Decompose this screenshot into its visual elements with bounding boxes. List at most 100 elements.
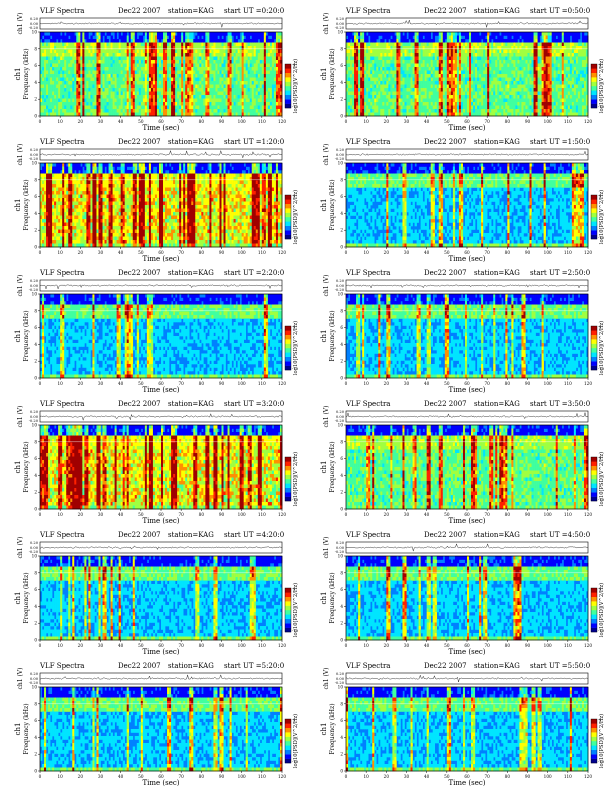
waveform-ylabel: ch1 (V) <box>17 275 24 297</box>
x-tick-label: 20 <box>78 774 84 779</box>
panel-station: station=KAG <box>474 531 520 539</box>
waveform-ylabel: ch1 (V) <box>17 668 24 690</box>
x-tick-label: 70 <box>484 381 490 386</box>
x-tick-label: 40 <box>424 119 430 124</box>
panel-start-ut: start UT =0:50:0 <box>530 7 590 15</box>
panel-title: VLF Spectra <box>39 662 84 670</box>
y-tick-label: 0 <box>340 507 343 512</box>
y-tick-label: 0 <box>34 638 37 643</box>
waveform-tick-label: 0.00 <box>336 22 345 26</box>
y-tick-label: 8 <box>340 439 343 444</box>
x-tick-label: 120 <box>278 381 286 386</box>
x-tick-label: 60 <box>464 774 470 779</box>
y-tick-label: 10 <box>338 30 344 35</box>
panel-start-ut: start UT =0:20:0 <box>224 7 284 15</box>
waveform-tick-label: 0.00 <box>336 284 345 288</box>
colorbar <box>590 325 598 371</box>
x-tick-label: 110 <box>258 774 266 779</box>
y-tick-label: 0 <box>34 376 37 381</box>
y-tick-label: 6 <box>34 587 37 592</box>
waveform-frame <box>39 541 283 554</box>
waveform-tick-label: 0.20 <box>30 410 39 414</box>
y-tick-label: 10 <box>32 554 38 559</box>
y-tick-label: 6 <box>34 194 37 199</box>
panel-date: Dec22 2007 <box>118 662 161 670</box>
x-tick-label: 0 <box>345 119 348 124</box>
colorbar <box>284 63 292 109</box>
colorbar-tick-label: -1 <box>292 194 296 198</box>
x-tick-label: 30 <box>404 250 410 255</box>
x-tick-label: 120 <box>584 250 592 255</box>
x-tick-label: 120 <box>584 643 592 648</box>
panel-date: Dec22 2007 <box>424 400 467 408</box>
x-tick-label: 0 <box>39 119 42 124</box>
colorbar <box>590 63 598 109</box>
panel-station: station=KAG <box>168 269 214 277</box>
waveform-tick-label: 0.00 <box>30 284 39 288</box>
x-tick-label: 110 <box>258 643 266 648</box>
x-tick-label: 100 <box>544 381 552 386</box>
panel-title: VLF Spectra <box>39 269 84 277</box>
y-tick-label: 4 <box>340 80 343 85</box>
waveform-tick-label: 0.00 <box>30 22 39 26</box>
colorbar-tick-label: -7 <box>292 760 296 764</box>
waveform-ylabel: ch1 (V) <box>17 537 24 559</box>
spectrogram-image <box>40 294 283 379</box>
x-tick-label: 80 <box>505 119 511 124</box>
y-tick-label: 4 <box>34 211 37 216</box>
colorbar <box>590 587 598 633</box>
x-tick-label: 70 <box>484 250 490 255</box>
y-axis-label: Frequency (kHz) <box>329 441 336 492</box>
x-axis-label: Time (sec) <box>142 386 179 394</box>
waveform-tick-label: -0.20 <box>335 419 345 423</box>
y-tick-label: 8 <box>340 570 343 575</box>
x-tick-label: 90 <box>525 381 531 386</box>
x-tick-label: 60 <box>158 774 164 779</box>
colorbar <box>284 194 292 240</box>
colorbar-tick-label: -1 <box>598 325 602 329</box>
y-axis-label: Frequency (kHz) <box>329 48 336 99</box>
colorbar-tick-label: -1 <box>598 718 602 722</box>
colorbar-tick-label: -1 <box>598 456 602 460</box>
panel-start-ut: start UT =1:20:0 <box>224 138 284 146</box>
panel-date: Dec22 2007 <box>118 269 161 277</box>
x-tick-label: 10 <box>57 250 63 255</box>
y-tick-label: 2 <box>340 97 343 102</box>
x-tick-label: 30 <box>98 643 104 648</box>
y-tick-label: 4 <box>340 211 343 216</box>
y-tick-label: 0 <box>34 507 37 512</box>
colorbar-tick-label: -1 <box>292 587 296 591</box>
waveform-tick-label: 0.20 <box>336 148 345 152</box>
panel-start-ut: start UT =2:20:0 <box>224 269 284 277</box>
x-tick-label: 90 <box>219 643 225 648</box>
x-tick-label: 60 <box>464 119 470 124</box>
x-tick-label: 90 <box>525 774 531 779</box>
x-tick-label: 80 <box>199 250 205 255</box>
colorbar-tick-label: -7 <box>292 236 296 240</box>
x-tick-label: 100 <box>238 512 246 517</box>
y-tick-label: 6 <box>340 456 343 461</box>
x-tick-label: 80 <box>505 512 511 517</box>
x-tick-label: 110 <box>258 381 266 386</box>
x-tick-label: 70 <box>484 643 490 648</box>
spectrogram-panel: VLF Spectra Dec22 2007 station=KAG start UT… <box>320 531 605 656</box>
x-tick-label: 90 <box>219 250 225 255</box>
y-tick-label: 6 <box>340 325 343 330</box>
waveform-tick-label: -0.20 <box>29 288 39 292</box>
spectrogram-image <box>40 556 283 641</box>
x-tick-label: 20 <box>384 250 390 255</box>
waveform-frame <box>345 410 589 423</box>
y-tick-label: 8 <box>34 701 37 706</box>
y-tick-label: 2 <box>34 97 37 102</box>
colorbar-label: log10[PSD](V^2/Hz) <box>292 321 299 375</box>
x-tick-label: 120 <box>584 381 592 386</box>
waveform-tick-label: 0.00 <box>336 546 345 550</box>
panel-date: Dec22 2007 <box>118 531 161 539</box>
x-tick-label: 70 <box>178 774 184 779</box>
panel-date: Dec22 2007 <box>118 7 161 15</box>
x-tick-label: 50 <box>444 774 450 779</box>
y-tick-label: 2 <box>34 621 37 626</box>
panel-title: VLF Spectra <box>345 269 390 277</box>
y-tick-label: 8 <box>34 177 37 182</box>
